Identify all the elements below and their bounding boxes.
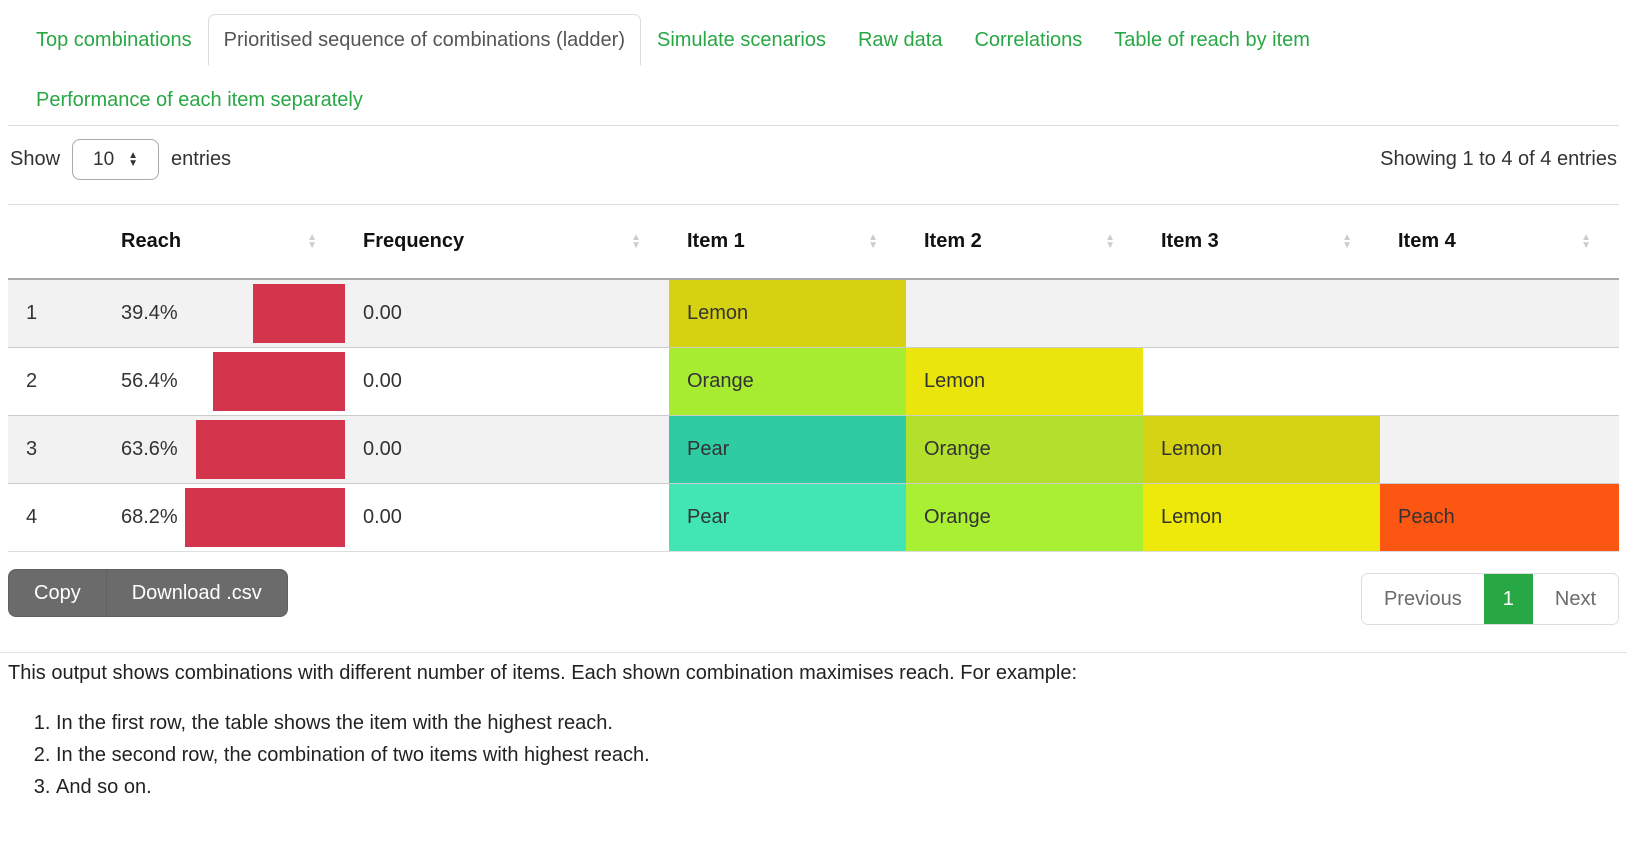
page-length-value: 10 [93,148,115,170]
tab-correlations[interactable]: Correlations [974,29,1083,51]
header-item3[interactable]: Item 3 ▲ ▼ [1143,204,1380,280]
page-length-select[interactable]: 10 ▲ ▼ [72,139,160,180]
header-item1-label: Item 1 [687,230,745,252]
item-cell [1143,279,1380,348]
item-cell [1380,416,1619,484]
reach-cell: 56.4% [103,348,345,416]
table-controls: Show 10 ▲ ▼ entries Showing 1 to 4 of 4 e… [8,139,1619,180]
frequency-cell: 0.00 [363,438,402,460]
table-row: 1 39.4% 0.00 Lemon [8,279,1619,348]
show-label: Show [10,148,61,170]
rank-cell: 3 [26,438,38,460]
table-row: 4 68.2% 0.00 Pear Orange Lemon Peach [8,483,1619,552]
reach-cell: 39.4% [103,279,345,348]
header-item1[interactable]: Item 1 ▲ ▼ [669,204,906,280]
current-page-button[interactable]: 1 [1483,574,1533,624]
tab-raw-data[interactable]: Raw data [857,29,943,51]
header-item4-label: Item 4 [1398,230,1456,252]
sort-icon[interactable]: ▲ ▼ [307,231,317,251]
explanation-text: This output shows combinations with diff… [8,662,1078,684]
frequency-cell: 0.00 [363,506,402,528]
sort-icon[interactable]: ▲ ▼ [1342,231,1352,251]
sort-icon[interactable]: ▲ ▼ [1105,231,1115,251]
rank-cell: 1 [26,302,38,324]
item-cell: Orange [669,347,906,416]
table-header: Reach ▲ ▼ Frequency ▲ ▼ Item 1 ▲ ▼ Item 2 ▲… [8,204,1619,280]
item-cell: Orange [906,415,1143,484]
entries-label: entries [171,148,232,170]
tab-top-combinations[interactable]: Top combinations [36,29,192,51]
next-page-button[interactable]: Next [1532,574,1618,624]
app-page: Top combinations Prioritised sequence of… [0,0,1627,814]
frequency-cell: 0.00 [363,370,402,392]
item-cell [1380,348,1619,416]
item-cell: Peach [1380,483,1619,552]
select-updown-icon: ▲ ▼ [128,149,139,169]
table-row: 3 63.6% 0.00 Pear Orange Lemon [8,415,1619,484]
tab-simulate-scenarios[interactable]: Simulate scenarios [656,29,826,51]
reach-value: 68.2% [121,506,178,528]
item-cell: Orange [906,483,1143,552]
reach-value: 63.6% [121,438,178,460]
reach-bar [213,352,345,411]
header-item2[interactable]: Item 2 ▲ ▼ [906,204,1143,280]
tab-table-of-reach-by-item[interactable]: Table of reach by item [1114,29,1310,51]
header-frequency[interactable]: Frequency ▲ ▼ [345,204,669,280]
table-body: 1 39.4% 0.00 Lemon 2 56.4% 0.00 Orange Lemon 3 63.… [8,279,1619,552]
rank-cell: 4 [26,506,38,528]
reach-bar [185,488,345,547]
reach-bar [196,420,345,479]
page-length-control: Show 10 ▲ ▼ entries [10,139,231,180]
reach-bar [253,284,345,343]
item-cell: Lemon [1143,483,1380,552]
export-buttons: Copy Download .csv [8,569,288,617]
tab-prioritised-sequence[interactable]: Prioritised sequence of combinations (la… [207,14,641,66]
sort-icon[interactable]: ▲ ▼ [1581,231,1591,251]
header-frequency-label: Frequency [363,230,465,252]
item-cell [906,279,1143,348]
reach-cell: 68.2% [103,484,345,552]
item-cell: Pear [669,483,906,552]
table-footer: Copy Download .csv Previous 1 Next [8,569,1619,625]
sort-icon[interactable]: ▲ ▼ [868,231,878,251]
header-rank [8,204,103,280]
section-divider [0,652,1627,653]
ladder-table: Reach ▲ ▼ Frequency ▲ ▼ Item 1 ▲ ▼ Item 2 ▲… [8,204,1619,552]
table-info: Showing 1 to 4 of 4 entries [1380,148,1617,170]
header-reach-label: Reach [121,230,182,252]
previous-page-button[interactable]: Previous [1361,574,1484,624]
tab-performance-of-each-item[interactable]: Performance of each item separately [36,89,363,111]
item-cell [1143,348,1380,416]
explanation-item: And so on. [56,774,1619,800]
reach-value: 39.4% [121,302,178,324]
download-csv-button[interactable]: Download .csv [105,569,288,617]
item-cell [1380,279,1619,348]
header-reach[interactable]: Reach ▲ ▼ [103,204,345,280]
header-item2-label: Item 2 [924,230,982,252]
tab-bar: Top combinations Prioritised sequence of… [8,8,1619,126]
header-item4[interactable]: Item 4 ▲ ▼ [1380,204,1619,280]
item-cell: Lemon [669,279,906,348]
item-cell: Lemon [1143,415,1380,484]
explanation-item: In the second row, the combination of tw… [56,742,1619,768]
sort-icon[interactable]: ▲ ▼ [631,231,641,251]
reach-value: 56.4% [121,370,178,392]
item-cell: Lemon [906,347,1143,416]
explanation-list: In the first row, the table shows the it… [8,710,1619,800]
frequency-cell: 0.00 [363,302,402,324]
header-item3-label: Item 3 [1161,230,1219,252]
rank-cell: 2 [26,370,38,392]
copy-button[interactable]: Copy [8,569,106,617]
pagination: Previous 1 Next [1360,573,1619,625]
item-cell: Pear [669,415,906,484]
reach-cell: 63.6% [103,416,345,484]
table-row: 2 56.4% 0.00 Orange Lemon [8,347,1619,416]
explanation-item: In the first row, the table shows the it… [56,710,1619,736]
